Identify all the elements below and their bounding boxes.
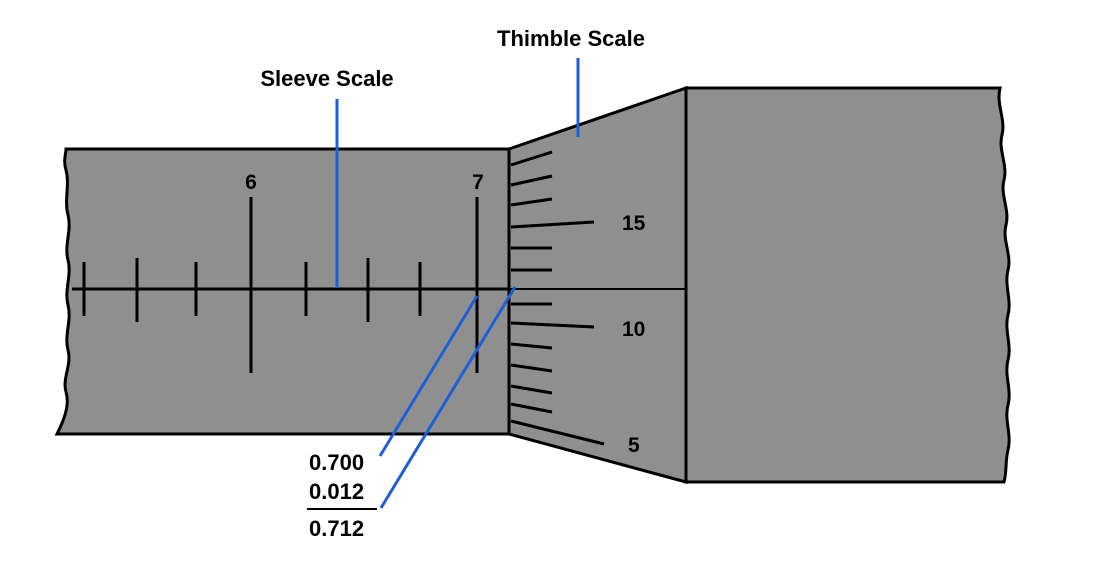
- thimble-tick: [510, 384, 553, 395]
- thimble-tick: [510, 174, 553, 187]
- reading-0012-callout-line: [379, 286, 517, 509]
- callouts: [335, 58, 580, 509]
- sleeve-number-7: 7: [472, 171, 484, 194]
- thimble-tick: [510, 363, 553, 373]
- thimble-tick-15: [510, 220, 595, 229]
- sleeve-number-6: 6: [245, 171, 257, 194]
- thimble-tick: [510, 402, 553, 414]
- thimble-scale-label: Thimble Scale: [497, 26, 645, 51]
- sleeve-ticks: [82, 197, 479, 373]
- thimble-tick: [510, 197, 553, 207]
- thimble-tick-5: [510, 419, 605, 446]
- thimble-tick-10: [510, 321, 595, 329]
- thimble-barrel: [684, 86, 1011, 484]
- reading-line-1: 0.700: [309, 450, 364, 475]
- thimble-taper: [507, 85, 688, 484]
- thimble-number-15: 15: [622, 212, 646, 235]
- sleeve-body: [54, 147, 511, 436]
- thimble-ticks: [510, 150, 605, 446]
- sleeve-scale-label: Sleeve Scale: [260, 66, 393, 91]
- thimble-tick: [510, 342, 553, 350]
- thimble-tick: [510, 150, 553, 167]
- thimble-number-10: 10: [622, 318, 645, 341]
- thimble-number-5: 5: [628, 434, 640, 457]
- reading-result: 0.712: [309, 516, 364, 541]
- reading-0700-callout-line: [378, 295, 479, 457]
- reading-line-2: 0.012: [309, 479, 364, 504]
